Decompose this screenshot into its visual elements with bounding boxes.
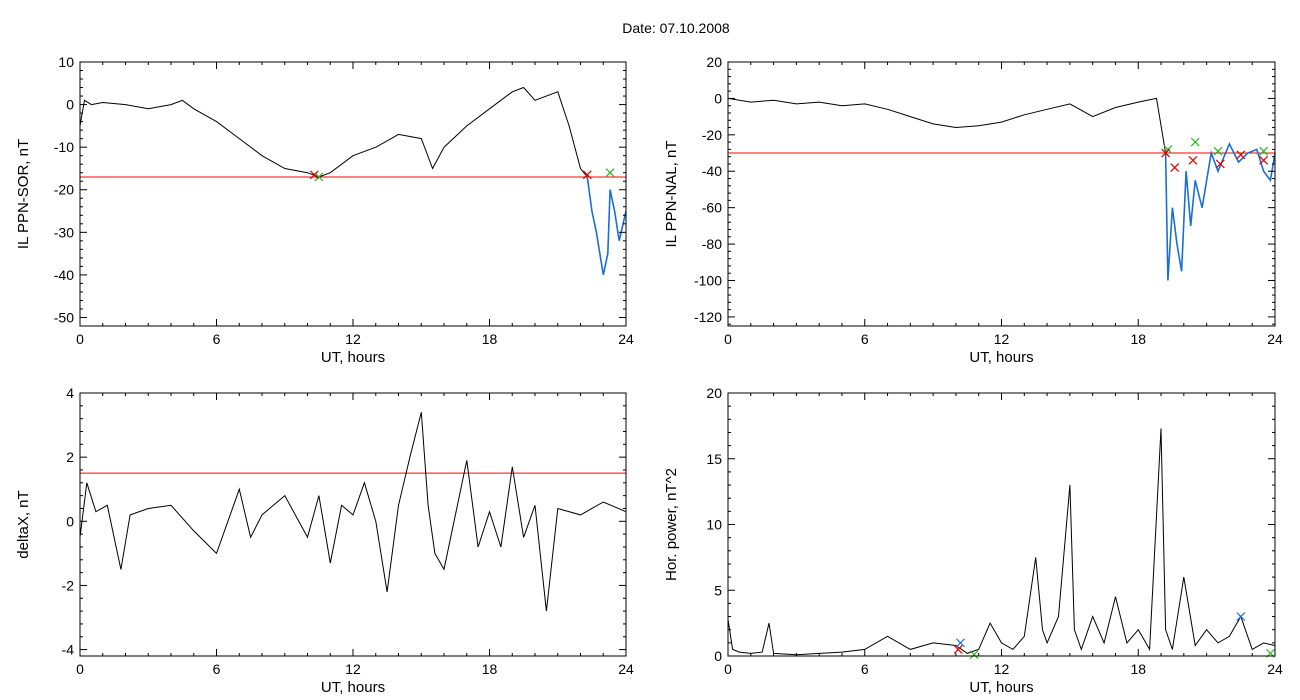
y-tick-label: 10 [706, 517, 722, 533]
y-tick-label: 4 [66, 385, 74, 401]
marker-green-1 [605, 168, 615, 178]
x-tick-label: 6 [861, 661, 869, 677]
y-tick-label: 0 [714, 648, 722, 664]
y-tick-label: -20 [702, 127, 722, 143]
y-tick-label: -60 [702, 200, 722, 216]
y-tick-label: -40 [702, 163, 722, 179]
x-tick-label: 12 [345, 331, 361, 347]
series-line-0 [727, 428, 1276, 656]
series-line-0 [79, 86, 588, 178]
x-tick-label: 0 [76, 331, 84, 347]
marker-green-3 [1259, 146, 1269, 156]
plot-frame [79, 392, 627, 657]
x-tick-label: 18 [1130, 331, 1146, 347]
y-tick-label: -40 [54, 267, 74, 283]
x-tick-label: 6 [213, 331, 221, 347]
y-axis-label: IL PPN-NAL, nT [663, 141, 680, 248]
y-axis-label: deltaX, nT [15, 490, 32, 558]
y-tick-label: -30 [54, 224, 74, 240]
x-tick-label: 24 [1267, 331, 1283, 347]
x-tick-label: 12 [345, 661, 361, 677]
marker-green-0 [969, 650, 979, 660]
panel-top-right: 0 6 12 18 24 20 0 -20 -40 -60 -80 -100 -120 UT, hours… [663, 54, 1283, 366]
figure-title: Date: 07.10.2008 [622, 20, 730, 36]
x-tick-label: 18 [1130, 661, 1146, 677]
series-line-1 [586, 176, 627, 276]
marker-red-0 [1161, 148, 1171, 158]
marker-green-2 [1213, 146, 1223, 156]
y-tick-label: 20 [706, 385, 722, 401]
x-tick-label: 12 [994, 331, 1010, 347]
x-tick-label: 0 [724, 331, 732, 347]
panel-top-left: 0 6 12 18 24 10 0 -10 -20 -30 -40 -50 UT, hours IL PP… [15, 54, 634, 366]
series-line-1 [1164, 141, 1276, 281]
y-tick-label: -20 [54, 182, 74, 198]
x-tick-label: 12 [994, 661, 1010, 677]
y-tick-label: -50 [54, 309, 74, 325]
marker-blue-0 [956, 638, 965, 648]
x-tick-label: 24 [618, 661, 634, 677]
marker-red-5 [1259, 155, 1269, 165]
y-tick-label: 10 [58, 54, 74, 70]
x-axis-label: UT, hours [321, 679, 385, 696]
plot-frame [727, 61, 1276, 327]
marker-red-4 [1236, 150, 1246, 160]
x-tick-label: 6 [861, 331, 869, 347]
y-axis-label: IL PPN-SOR, nT [15, 139, 32, 249]
panel-bottom-left: 0 6 12 18 24 4 2 0 -2 -4 UT, hours deltaX, nT [15, 385, 634, 696]
x-tick-label: 0 [724, 661, 732, 677]
marker-green-0 [314, 172, 324, 182]
x-tick-label: 24 [618, 331, 634, 347]
y-tick-label: 5 [714, 582, 722, 598]
series-line-0 [79, 412, 627, 612]
y-tick-label: 15 [706, 451, 722, 467]
y-tick-label: 0 [66, 97, 74, 113]
y-tick-label: -4 [62, 642, 75, 658]
marker-red-1 [1170, 163, 1180, 173]
series-line-0 [727, 97, 1167, 154]
y-tick-label: -100 [694, 272, 722, 288]
x-axis-label: UT, hours [969, 349, 1033, 366]
y-tick-label: 20 [706, 54, 722, 70]
panel-bottom-right: 0 6 12 18 24 0 5 10 15 20 UT, hours Hor. power, nT^… [663, 385, 1283, 696]
y-tick-label: -10 [54, 139, 74, 155]
y-axis-label: Hor. power, nT^2 [663, 468, 680, 581]
y-tick-label: 0 [714, 90, 722, 106]
y-tick-label: 0 [66, 513, 74, 529]
marker-red-0 [309, 170, 319, 180]
x-tick-label: 0 [76, 661, 84, 677]
x-tick-label: 18 [482, 661, 498, 677]
marker-blue-1 [1236, 612, 1246, 621]
marker-red-1 [582, 170, 592, 180]
marker-red-2 [1188, 155, 1198, 165]
y-tick-label: -80 [702, 236, 722, 252]
x-tick-label: 6 [213, 661, 221, 677]
marker-red-0 [953, 645, 963, 654]
x-tick-label: 24 [1267, 661, 1283, 677]
x-tick-label: 18 [482, 331, 498, 347]
marker-green-1 [1190, 137, 1200, 147]
plot-frame [727, 392, 1276, 657]
x-axis-label: UT, hours [969, 679, 1033, 696]
y-tick-label: -120 [694, 309, 722, 325]
plot-frame [79, 61, 627, 327]
marker-red-3 [1215, 159, 1225, 169]
y-tick-label: 2 [66, 449, 74, 465]
y-tick-label: -2 [62, 577, 75, 593]
x-axis-label: UT, hours [321, 349, 385, 366]
